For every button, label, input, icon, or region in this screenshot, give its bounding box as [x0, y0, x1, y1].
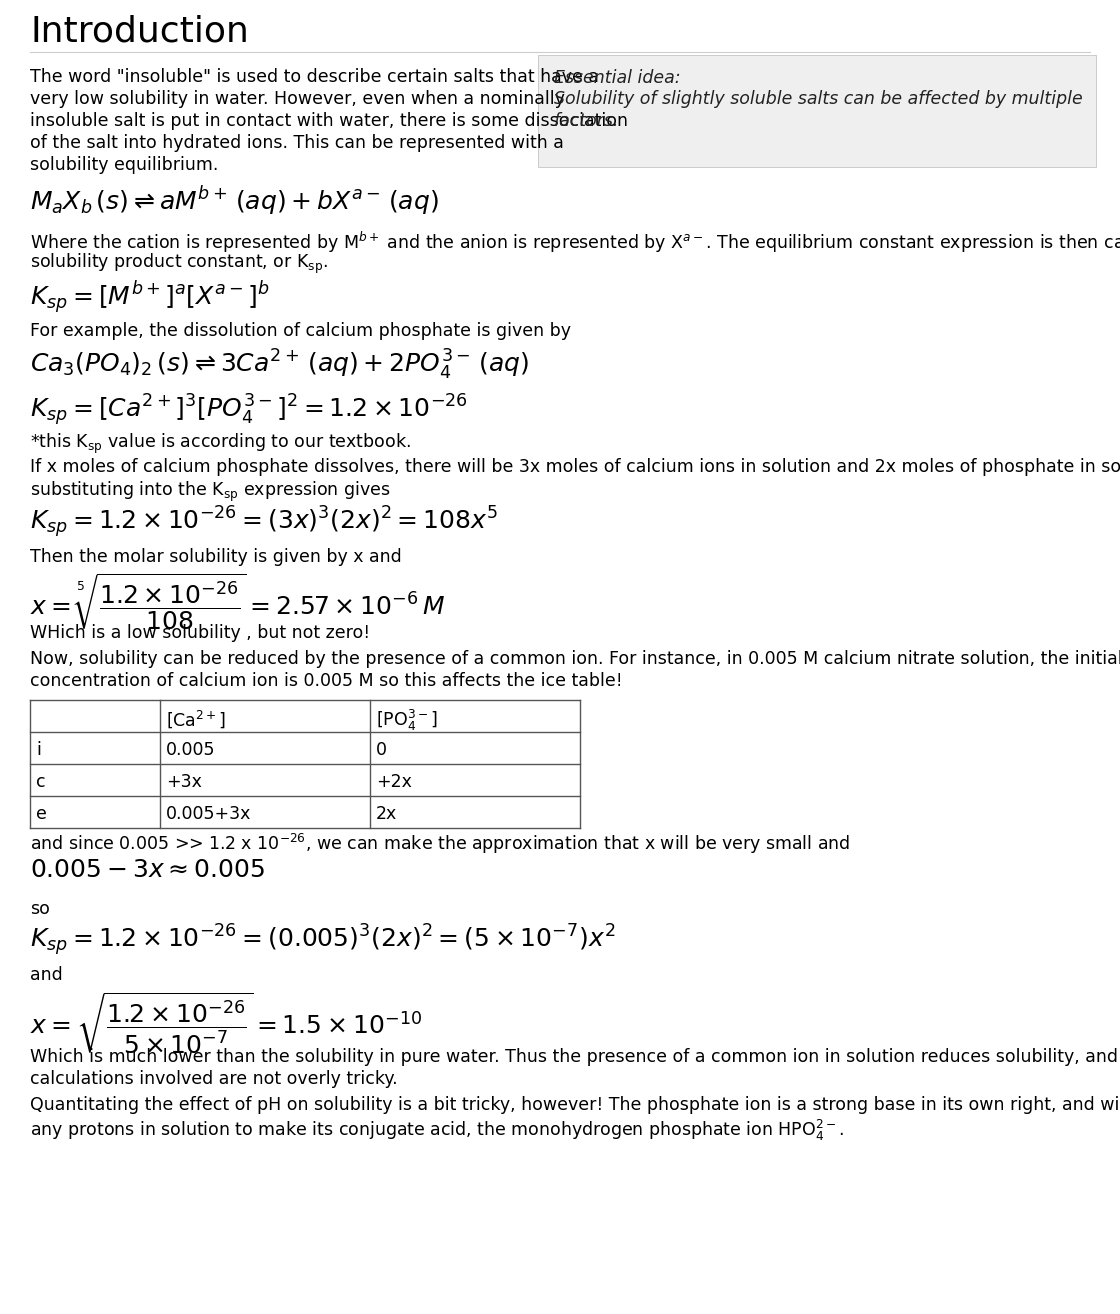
Text: and since 0.005 >> 1.2 x 10$^{-26}$, we can make the approximation that x will b: and since 0.005 >> 1.2 x 10$^{-26}$, we …	[30, 832, 850, 857]
Text: substituting into the K$_{\rm sp}$ expression gives: substituting into the K$_{\rm sp}$ expre…	[30, 480, 390, 505]
Text: solubility equilibrium.: solubility equilibrium.	[30, 156, 218, 173]
Text: 0.005: 0.005	[166, 741, 215, 759]
Text: [PO$_4^{3-}$]: [PO$_4^{3-}$]	[376, 708, 438, 733]
Text: *this K$_{\rm sp}$ value is according to our textbook.: *this K$_{\rm sp}$ value is according to…	[30, 432, 411, 456]
Text: $K_{sp}=[Ca^{2+}]^3[PO_4^{3-}]^2=1.2\times10^{-26}$: $K_{sp}=[Ca^{2+}]^3[PO_4^{3-}]^2=1.2\tim…	[30, 392, 468, 428]
Text: $x=\sqrt[5]{\dfrac{1.2\times10^{-26}}{108}}=2.57\times10^{-6}\,M$: $x=\sqrt[5]{\dfrac{1.2\times10^{-26}}{10…	[30, 572, 446, 633]
Text: Now, solubility can be reduced by the presence of a common ion. For instance, in: Now, solubility can be reduced by the pr…	[30, 650, 1120, 668]
Text: $K_{sp}=1.2\times10^{-26}=(3x)^3(2x)^2=108x^5$: $K_{sp}=1.2\times10^{-26}=(3x)^3(2x)^2=1…	[30, 505, 498, 540]
Text: 2x: 2x	[376, 805, 398, 823]
Text: very low solubility in water. However, even when a nominally: very low solubility in water. However, e…	[30, 89, 564, 108]
Text: and: and	[30, 966, 63, 984]
Text: Solubility of slightly soluble salts can be affected by multiple: Solubility of slightly soluble salts can…	[554, 89, 1083, 108]
Text: Essential idea:: Essential idea:	[554, 70, 681, 87]
Text: c: c	[36, 773, 46, 791]
Text: factors.: factors.	[554, 112, 619, 130]
Text: $x=\sqrt{\dfrac{1.2\times10^{-26}}{5\times10^{-7}}}=1.5\times10^{-10}$: $x=\sqrt{\dfrac{1.2\times10^{-26}}{5\tim…	[30, 989, 422, 1055]
Text: Then the molar solubility is given by x and: Then the molar solubility is given by x …	[30, 548, 402, 566]
Text: +3x: +3x	[166, 773, 202, 791]
Text: Which is much lower than the solubility in pure water. Thus the presence of a co: Which is much lower than the solubility …	[30, 1049, 1120, 1066]
Text: 0.005+3x: 0.005+3x	[166, 805, 251, 823]
Text: $Ca_3(PO_4)_2\,(s)\rightleftharpoons 3Ca^{2+}\,(aq)+2PO_4^{3-}\,(aq)$: $Ca_3(PO_4)_2\,(s)\rightleftharpoons 3Ca…	[30, 348, 529, 382]
Text: $K_{sp}=1.2\times10^{-26}=(0.005)^3(2x)^2=\left(5\times10^{-7}\right)x^2$: $K_{sp}=1.2\times10^{-26}=(0.005)^3(2x)^…	[30, 922, 616, 958]
Text: Quantitating the effect of pH on solubility is a bit tricky, however! The phosph: Quantitating the effect of pH on solubil…	[30, 1096, 1120, 1114]
Text: If x moles of calcium phosphate dissolves, there will be 3x moles of calcium ion: If x moles of calcium phosphate dissolve…	[30, 459, 1120, 476]
Text: +2x: +2x	[376, 773, 412, 791]
Text: $0.005-3x\approx0.005$: $0.005-3x\approx0.005$	[30, 858, 265, 882]
Text: For example, the dissolution of calcium phosphate is given by: For example, the dissolution of calcium …	[30, 322, 571, 340]
Text: The word "insoluble" is used to describe certain salts that have a: The word "insoluble" is used to describe…	[30, 68, 599, 85]
Text: WHich is a low solubility , but not zero!: WHich is a low solubility , but not zero…	[30, 624, 370, 643]
Text: $K_{sp}=[M^{b+}]^a[X^{a-}]^b$: $K_{sp}=[M^{b+}]^a[X^{a-}]^b$	[30, 280, 270, 317]
Text: insoluble salt is put in contact with water, there is some dissociation: insoluble salt is put in contact with wa…	[30, 112, 628, 130]
Text: [Ca$^{2+}$]: [Ca$^{2+}$]	[166, 708, 226, 729]
Text: so: so	[30, 900, 50, 918]
Text: $M_aX_b\,(s)\rightleftharpoons aM^{b+}\,(aq)+bX^{a-}\,(aq)$: $M_aX_b\,(s)\rightleftharpoons aM^{b+}\,…	[30, 185, 439, 218]
Text: e: e	[36, 805, 47, 823]
FancyBboxPatch shape	[538, 55, 1096, 167]
Text: concentration of calcium ion is 0.005 M so this affects the ice table!: concentration of calcium ion is 0.005 M …	[30, 671, 623, 690]
Text: any protons in solution to make its conjugate acid, the monohydrogen phosphate i: any protons in solution to make its conj…	[30, 1118, 844, 1143]
Text: Introduction: Introduction	[30, 14, 249, 49]
Text: calculations involved are not overly tricky.: calculations involved are not overly tri…	[30, 1070, 398, 1088]
Text: Where the cation is represented by M$^{b+}$ and the anion is represented by X$^{: Where the cation is represented by M$^{b…	[30, 230, 1120, 255]
Text: 0: 0	[376, 741, 388, 759]
Text: of the salt into hydrated ions. This can be represented with a: of the salt into hydrated ions. This can…	[30, 134, 563, 152]
Text: solubility product constant, or K$_{\rm sp}$.: solubility product constant, or K$_{\rm …	[30, 252, 328, 276]
Text: i: i	[36, 741, 40, 759]
